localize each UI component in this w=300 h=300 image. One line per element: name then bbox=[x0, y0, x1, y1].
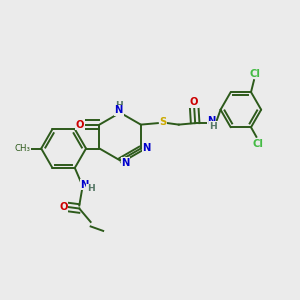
Text: Cl: Cl bbox=[253, 139, 264, 149]
Text: O: O bbox=[189, 97, 198, 107]
Text: N: N bbox=[80, 180, 89, 190]
Text: H: H bbox=[209, 122, 217, 130]
Text: Cl: Cl bbox=[250, 69, 261, 79]
Text: O: O bbox=[59, 202, 68, 212]
Text: N: N bbox=[121, 158, 130, 168]
Text: O: O bbox=[76, 120, 84, 130]
Text: N: N bbox=[115, 105, 123, 115]
Text: N: N bbox=[142, 143, 151, 153]
Text: N: N bbox=[207, 116, 216, 126]
Text: CH₃: CH₃ bbox=[14, 144, 30, 153]
Text: H: H bbox=[115, 101, 122, 110]
Text: H: H bbox=[87, 184, 94, 193]
Text: S: S bbox=[159, 117, 167, 127]
